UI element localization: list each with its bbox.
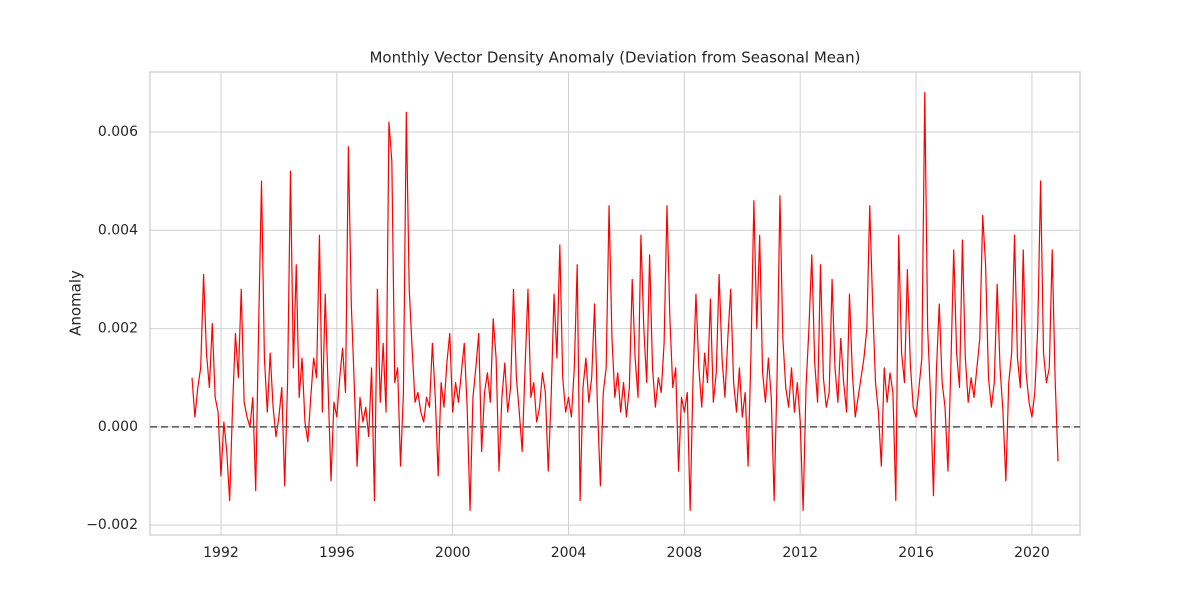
- x-tick-label: 2020: [1014, 545, 1050, 561]
- chart-title: Monthly Vector Density Anomaly (Deviatio…: [369, 49, 860, 67]
- x-tick-label: 2000: [435, 545, 471, 561]
- x-tick-label: 2008: [667, 545, 703, 561]
- x-tick-label: 2012: [782, 545, 818, 561]
- data-line: [191, 92, 1059, 512]
- y-tick-label: 0.004: [98, 222, 138, 238]
- y-tick-label: 0.002: [98, 321, 138, 337]
- y-tick-label: 0.000: [98, 419, 138, 435]
- x-tick-label: 2004: [551, 545, 587, 561]
- plot-frame: [149, 71, 1081, 536]
- y-tick-label: 0.006: [98, 124, 138, 140]
- y-axis-label: Anomaly: [67, 270, 85, 336]
- x-tick-label: 2016: [898, 545, 934, 561]
- x-tick-label: 1992: [203, 545, 239, 561]
- y-tick-label: −0.002: [86, 517, 138, 533]
- x-tick-label: 1996: [319, 545, 355, 561]
